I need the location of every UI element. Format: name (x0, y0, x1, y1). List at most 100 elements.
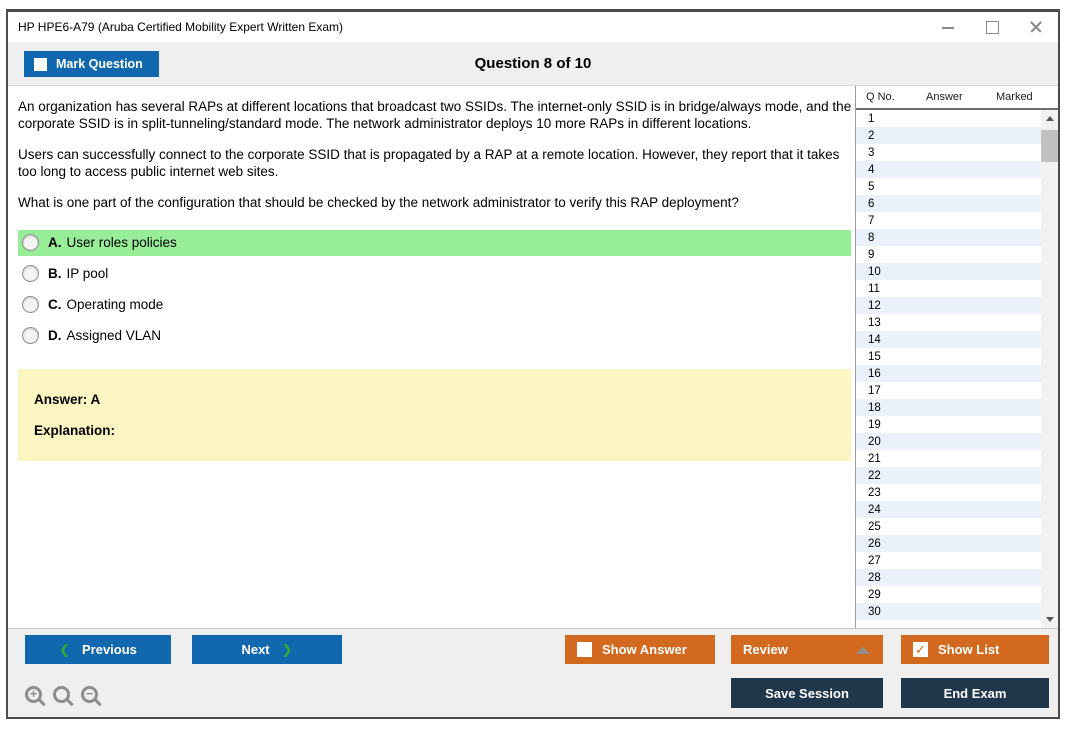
question-number: 28 (868, 571, 881, 584)
question-list-row[interactable]: 9 (856, 246, 1041, 263)
question-number: 2 (868, 129, 875, 142)
zoom-reset-icon[interactable] (53, 686, 70, 703)
column-marked: Marked (996, 91, 1033, 103)
question-paragraph: What is one part of the configuration th… (18, 195, 739, 210)
question-list-row[interactable]: 16 (856, 365, 1041, 382)
option-c[interactable]: C. Operating mode (18, 292, 851, 318)
previous-button[interactable]: ❮ Previous (25, 635, 171, 664)
question-list-row[interactable]: 2 (856, 127, 1041, 144)
question-list-row[interactable]: 3 (856, 144, 1041, 161)
question-list-row[interactable]: 18 (856, 399, 1041, 416)
question-list-row[interactable]: 30 (856, 603, 1041, 620)
show-answer-checkbox[interactable] (577, 642, 592, 657)
option-a[interactable]: A. User roles policies (18, 229, 851, 256)
question-number: 24 (868, 503, 881, 516)
body: An organization has several RAPs at diff… (8, 86, 1058, 628)
question-list-row[interactable]: 1 (856, 110, 1041, 127)
question-list-row[interactable]: 4 (856, 161, 1041, 178)
question-number: 20 (868, 435, 881, 448)
show-answer-button[interactable]: Show Answer (565, 635, 715, 664)
zoom-out-icon[interactable]: − (81, 686, 98, 703)
minimize-icon[interactable] (940, 19, 956, 35)
window-controls (940, 12, 1044, 42)
question-number: 19 (868, 418, 881, 431)
radio-icon[interactable] (22, 234, 39, 251)
next-button[interactable]: Next ❯ (192, 635, 342, 664)
end-exam-button[interactable]: End Exam (901, 678, 1049, 708)
question-list-rows: 1 2 3 4 5 6 7 8 9 10 11 12 13 14 15 (856, 110, 1041, 628)
scrollbar[interactable] (1041, 110, 1058, 628)
option-text: Assigned VLAN (66, 328, 162, 343)
answer-line: Answer: A (34, 391, 101, 407)
question-number: 14 (868, 333, 881, 346)
question-number: 1 (868, 112, 875, 125)
scroll-down-icon[interactable] (1041, 611, 1058, 628)
question-list-row[interactable]: 19 (856, 416, 1041, 433)
exam-window: HP HPE6-A79 (Aruba Certified Mobility Ex… (6, 9, 1060, 719)
question-list-row[interactable]: 7 (856, 212, 1041, 229)
question-number: 16 (868, 367, 881, 380)
question-list-row[interactable]: 20 (856, 433, 1041, 450)
zoom-in-icon[interactable]: + (25, 686, 42, 703)
question-counter: Question 8 of 10 (474, 55, 592, 72)
question-list-row[interactable]: 15 (856, 348, 1041, 365)
show-list-button[interactable]: Show List (901, 635, 1049, 664)
previous-label: Previous (81, 642, 137, 657)
question-list-row[interactable]: 12 (856, 297, 1041, 314)
question-list-row[interactable]: 5 (856, 178, 1041, 195)
option-text: IP pool (66, 266, 109, 281)
question-list-row[interactable]: 23 (856, 484, 1041, 501)
question-list-row[interactable]: 13 (856, 314, 1041, 331)
radio-icon[interactable] (22, 265, 39, 282)
scroll-up-icon[interactable] (1041, 110, 1058, 127)
question-number: 5 (868, 180, 875, 193)
show-list-checkbox[interactable] (913, 642, 928, 657)
question-list-row[interactable]: 24 (856, 501, 1041, 518)
question-list-row[interactable]: 27 (856, 552, 1041, 569)
question-number: 6 (868, 197, 875, 210)
question-list-row[interactable]: 8 (856, 229, 1041, 246)
review-dropdown-button[interactable]: Review (731, 635, 883, 664)
option-text: User roles policies (66, 235, 177, 250)
show-list-label: Show List (938, 642, 1000, 657)
question-number: 30 (868, 605, 881, 618)
close-icon[interactable] (1028, 19, 1044, 35)
question-number: 15 (868, 350, 881, 363)
maximize-icon[interactable] (984, 19, 1000, 35)
question-list-row[interactable]: 11 (856, 280, 1041, 297)
question-number: 17 (868, 384, 881, 397)
question-list-row[interactable]: 29 (856, 586, 1041, 603)
option-letter: D. (48, 328, 62, 343)
mark-question-checkbox[interactable] (34, 57, 47, 71)
question-number: 11 (868, 282, 880, 295)
option-letter: B. (48, 266, 62, 281)
mark-question-button[interactable]: Mark Question (24, 51, 159, 77)
question-number: 12 (868, 299, 881, 312)
question-list-header: Q No. Answer Marked (856, 86, 1058, 110)
option-d[interactable]: D. Assigned VLAN (18, 323, 851, 349)
question-list-row[interactable]: 26 (856, 535, 1041, 552)
question-list-row[interactable]: 22 (856, 467, 1041, 484)
question-list-row[interactable]: 25 (856, 518, 1041, 535)
question-number: 7 (868, 214, 875, 227)
option-b[interactable]: B. IP pool (18, 261, 851, 287)
title-bar: HP HPE6-A79 (Aruba Certified Mobility Ex… (8, 12, 1058, 42)
radio-icon[interactable] (22, 327, 39, 344)
scrollbar-thumb[interactable] (1041, 130, 1058, 162)
radio-icon[interactable] (22, 296, 39, 313)
answer-panel: Answer: A Explanation: (18, 368, 851, 461)
question-number: 9 (868, 248, 875, 261)
mark-question-label: Mark Question (56, 57, 143, 71)
question-list-row[interactable]: 21 (856, 450, 1041, 467)
header-bar: Mark Question Question 8 of 10 (8, 42, 1058, 86)
question-area: An organization has several RAPs at diff… (8, 86, 855, 628)
question-list-row[interactable]: 28 (856, 569, 1041, 586)
save-session-button[interactable]: Save Session (731, 678, 883, 708)
option-letter: C. (48, 297, 62, 312)
question-list-row[interactable]: 10 (856, 263, 1041, 280)
question-list-row[interactable]: 14 (856, 331, 1041, 348)
end-exam-label: End Exam (943, 685, 1007, 701)
question-number: 22 (868, 469, 881, 482)
question-list-row[interactable]: 17 (856, 382, 1041, 399)
question-list-row[interactable]: 6 (856, 195, 1041, 212)
